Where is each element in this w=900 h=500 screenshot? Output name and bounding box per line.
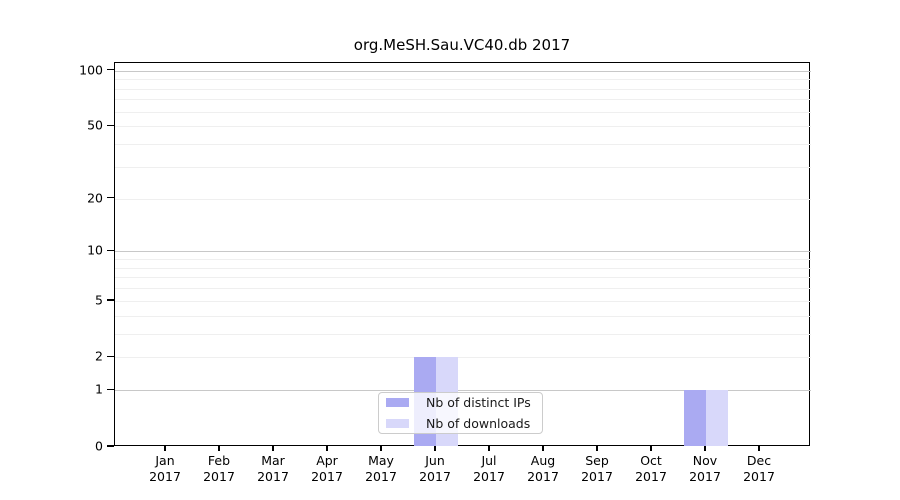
legend-swatch <box>386 419 409 428</box>
gridline-minor <box>115 167 811 168</box>
year-label: 2017 <box>311 469 343 484</box>
x-axis-tick-label: Sep 2017 <box>581 453 613 485</box>
year-label: 2017 <box>257 469 289 484</box>
x-axis-tick <box>272 446 274 451</box>
y-axis-tick <box>107 299 114 301</box>
y-axis-tick <box>107 355 114 358</box>
legend-entry-label: Nb of downloads <box>426 416 531 431</box>
year-label: 2017 <box>203 469 235 484</box>
gridline-minor <box>115 267 811 269</box>
year-label: 2017 <box>473 469 505 484</box>
x-axis-tick-label: May 2017 <box>365 453 397 485</box>
gridline-major <box>115 251 811 253</box>
y-axis-tick-label: 100 <box>79 62 103 78</box>
month-label: May <box>368 453 394 468</box>
year-label: 2017 <box>581 469 613 484</box>
x-axis-tick <box>650 446 652 451</box>
gridline-minor <box>115 99 811 101</box>
y-axis-tick-label: 2 <box>95 348 103 364</box>
gridline-minor <box>115 198 811 200</box>
month-label: Nov <box>692 453 718 468</box>
gridline-minor <box>115 88 811 90</box>
plot-area <box>114 62 811 446</box>
x-axis-tick <box>326 446 328 451</box>
y-axis-tick <box>107 445 114 447</box>
month-label: Jul <box>481 453 497 468</box>
gridline-minor <box>115 315 811 317</box>
y-axis-tick <box>107 249 114 252</box>
y-axis-tick-label: 0 <box>95 438 103 454</box>
y-axis-tick <box>107 124 114 127</box>
x-axis-tick <box>380 446 382 451</box>
x-axis-tick-label: Apr 2017 <box>311 453 343 485</box>
gridline-minor <box>115 357 811 359</box>
month-label: Jun <box>425 453 445 468</box>
x-axis-tick <box>488 446 490 451</box>
year-label: 2017 <box>419 469 451 484</box>
y-axis-tick-label: 50 <box>87 117 103 133</box>
x-axis-tick <box>434 446 436 451</box>
x-axis-tick <box>596 446 598 451</box>
year-label: 2017 <box>365 469 397 484</box>
y-axis-tick <box>107 388 114 391</box>
legend-entry: Nb of distinct IPs <box>386 395 535 410</box>
x-axis-tick-label: Dec 2017 <box>743 453 775 485</box>
y-axis-tick-label: 5 <box>95 292 103 308</box>
y-axis-tick-label: 20 <box>87 190 103 206</box>
year-label: 2017 <box>635 469 667 484</box>
x-axis-tick <box>758 446 760 451</box>
month-label: Aug <box>530 453 556 468</box>
gridline-minor <box>115 333 811 335</box>
x-axis-tick-label: Aug 2017 <box>527 453 559 485</box>
year-label: 2017 <box>149 469 181 484</box>
month-label: Mar <box>261 453 285 468</box>
gridline-minor <box>115 111 811 113</box>
gridline-major <box>115 70 811 72</box>
month-label: Dec <box>746 453 772 468</box>
x-axis-tick <box>542 446 544 451</box>
legend: Nb of distinct IPs Nb of downloads <box>378 392 543 434</box>
legend-entry-label: Nb of distinct IPs <box>426 395 531 410</box>
month-label: Jan <box>155 453 175 468</box>
gridline-minor <box>115 144 811 146</box>
month-label: Apr <box>316 453 338 468</box>
x-axis-tick-label: Mar 2017 <box>257 453 289 485</box>
month-label: Feb <box>207 453 231 468</box>
x-axis-tick <box>218 446 220 451</box>
x-axis-tick <box>164 446 166 451</box>
y-axis-tick-label: 10 <box>87 242 103 258</box>
bar-downloads <box>706 390 728 446</box>
month-label: Sep <box>585 453 609 468</box>
x-axis-tick-label: Jul 2017 <box>473 453 505 485</box>
y-axis-tick <box>107 68 114 71</box>
x-axis-tick-label: Nov 2017 <box>689 453 721 485</box>
chart-title: org.MeSH.Sau.VC40.db 2017 <box>353 36 571 54</box>
gridline-minor <box>115 300 811 302</box>
gridline-minor <box>115 277 811 279</box>
x-axis-tick-label: Jun 2017 <box>419 453 451 485</box>
x-axis-tick-label: Feb 2017 <box>203 453 235 485</box>
gridline-minor <box>115 288 811 290</box>
gridline-minor <box>115 79 811 81</box>
x-axis-tick <box>704 446 706 451</box>
month-label: Oct <box>640 453 662 468</box>
x-axis-tick-label: Oct 2017 <box>635 453 667 485</box>
y-axis-tick-label: 1 <box>95 381 103 397</box>
year-label: 2017 <box>527 469 559 484</box>
legend-entry: Nb of downloads <box>386 416 535 431</box>
bar-distinct-ips <box>684 390 706 446</box>
y-axis-tick <box>107 197 114 199</box>
gridline-minor <box>115 259 811 261</box>
gridline-minor <box>115 126 811 128</box>
year-label: 2017 <box>689 469 721 484</box>
legend-swatch <box>386 398 409 407</box>
x-axis-tick-label: Jan 2017 <box>149 453 181 485</box>
year-label: 2017 <box>743 469 775 484</box>
